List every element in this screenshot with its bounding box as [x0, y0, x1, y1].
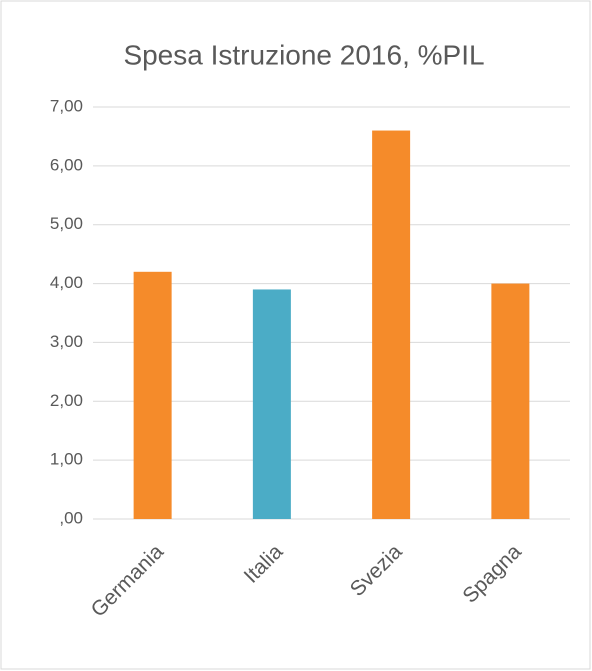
y-tick-label: 1,00	[50, 450, 83, 469]
y-tick-label: 6,00	[50, 155, 83, 174]
y-tick-label: 4,00	[50, 273, 83, 292]
y-tick-label: ,00	[59, 508, 83, 527]
bar	[252, 289, 291, 519]
bar	[372, 130, 411, 520]
bar	[133, 271, 172, 519]
bar	[491, 283, 530, 519]
y-tick-label: 7,00	[50, 96, 83, 115]
y-tick-label: 2,00	[50, 391, 83, 410]
y-tick-label: 3,00	[50, 332, 83, 351]
chart-title: Spesa Istruzione 2016, %PIL	[123, 39, 484, 70]
y-tick-label: 5,00	[50, 214, 83, 233]
